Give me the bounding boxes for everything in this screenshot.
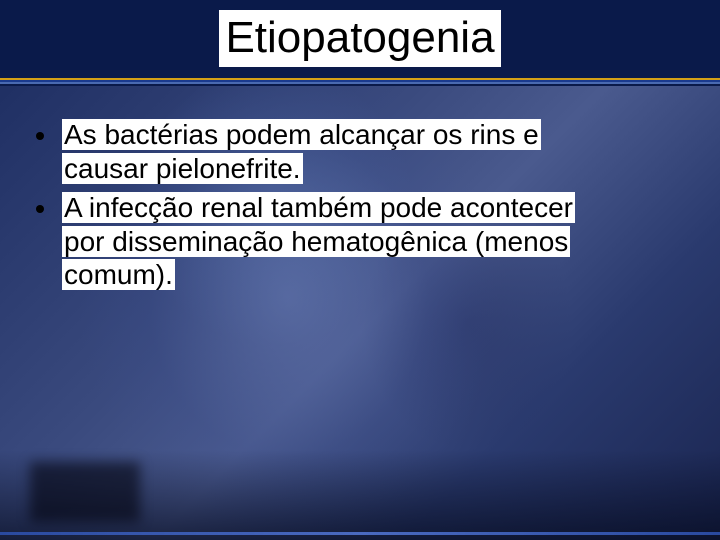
bullet-text: As bactérias podem alcançar os rins e ca… <box>62 118 541 185</box>
slide-title: Etiopatogenia <box>219 10 500 67</box>
bullet-line: por disseminação hematogênica (menos <box>62 226 570 257</box>
slide: Etiopatogenia As bactérias podem alcança… <box>0 0 720 540</box>
bullet-dot-icon <box>36 132 44 140</box>
bullet-line: A infecção renal também pode acontecer <box>62 192 575 223</box>
content-area: As bactérias podem alcançar os rins e ca… <box>36 118 680 298</box>
bullet-line: causar pielonefrite. <box>62 153 303 184</box>
bullet-line: comum). <box>62 259 175 290</box>
bullet-line: As bactérias podem alcançar os rins e <box>62 119 541 150</box>
bullet-item: As bactérias podem alcançar os rins e ca… <box>36 118 680 185</box>
background-shadow <box>30 462 140 522</box>
bullet-dot-icon <box>36 205 44 213</box>
bullet-item: A infecção renal também pode acontecer p… <box>36 191 680 292</box>
title-underline <box>0 78 720 86</box>
slide-title-wrap: Etiopatogenia <box>0 10 720 67</box>
bullet-text: A infecção renal também pode acontecer p… <box>62 191 575 292</box>
footer-divider <box>0 532 720 535</box>
